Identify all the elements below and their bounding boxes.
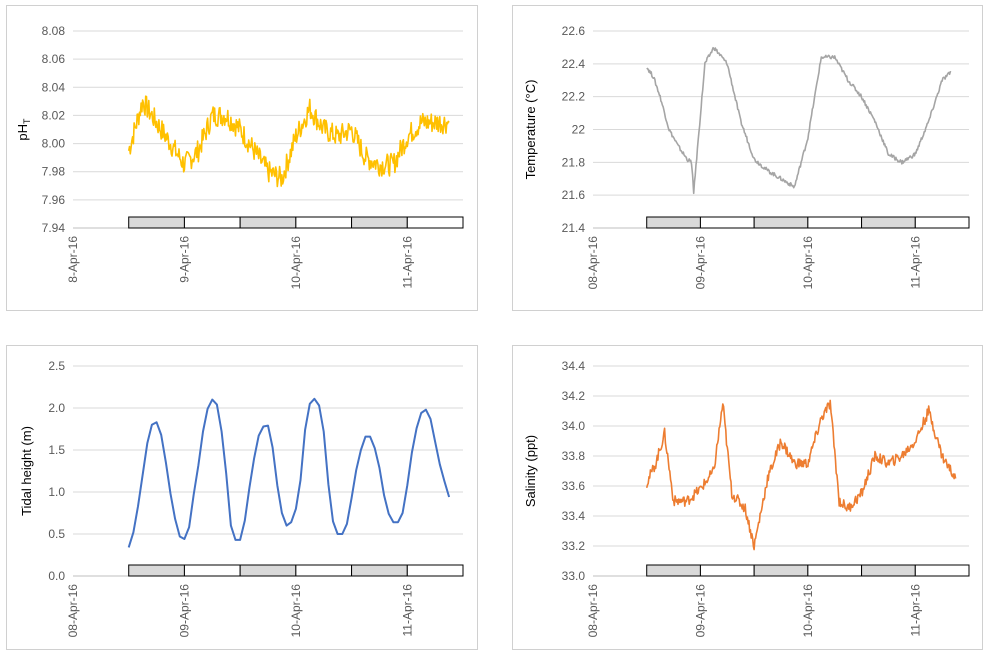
y-tick-label: 22.2: [562, 90, 586, 104]
daynight-bar-day: [406, 216, 464, 229]
x-tick-label: 10-Apr-16: [289, 236, 303, 290]
y-tick-label: 8.08: [42, 24, 66, 38]
y-tick-label: 21.8: [562, 155, 586, 169]
daynight-bar-day: [699, 564, 755, 577]
tidal-height-chart: 0.0 0.5 1.0 1.5 2.0 2.5 08-Apr-16 09-Apr-16 10-A…: [19, 359, 464, 638]
ph-chart: 7.94 7.96 7.98 8.00 8.02 8.04 8.06 8.08 8-Apr-16…: [15, 24, 464, 290]
y-tick-label: 33.2: [562, 539, 586, 553]
y-tick-label: 1.5: [48, 443, 65, 457]
x-tick-label: 10-Apr-16: [289, 584, 303, 638]
x-tick-label: 11-Apr-16: [908, 584, 922, 637]
y-tick-label: 7.98: [42, 165, 66, 179]
daynight-bar-night: [753, 216, 809, 229]
x-tick-label: 8-Apr-16: [66, 236, 80, 283]
daynight-bar-night: [351, 564, 408, 577]
x-tick-label: 09-Apr-16: [177, 584, 191, 638]
y-axis-label: pHT: [15, 118, 32, 141]
x-tick-label: 08-Apr-16: [586, 236, 600, 290]
y-tick-label: 0.5: [48, 527, 65, 541]
salinity-chart: 33.0 33.2 33.4 33.6 33.8 34.0 34.2 34.4 08-Apr-1…: [523, 359, 970, 638]
daynight-bar-night: [128, 216, 185, 229]
salinity-chart-panel: 33.0 33.2 33.4 33.6 33.8 34.0 34.2 34.4 08-Apr-1…: [512, 345, 983, 650]
y-tick-label: 22: [572, 123, 586, 137]
x-tick-label: 09-Apr-16: [693, 236, 707, 290]
x-tick-label: 09-Apr-16: [693, 584, 707, 638]
daynight-bar-night: [646, 216, 701, 229]
y-tick-label: 22.6: [562, 24, 586, 38]
y-tick-label: 34.4: [562, 359, 586, 373]
y-tick-label: 34.2: [562, 389, 586, 403]
daynight-bar-night: [128, 564, 185, 577]
y-tick-label: 0.0: [48, 569, 65, 583]
y-tick-label: 22.4: [562, 57, 586, 71]
y-axis-label: Salinity (ppt): [523, 435, 538, 507]
y-tick-label: 2.0: [48, 401, 65, 415]
daynight-bar-day: [183, 216, 241, 229]
daynight-bar-day: [183, 564, 241, 577]
x-tick-label: 08-Apr-16: [66, 584, 80, 638]
x-tick-label: 11-Apr-16: [400, 584, 414, 637]
x-tick-label: 08-Apr-16: [586, 584, 600, 638]
x-tick-label: 10-Apr-16: [801, 236, 815, 290]
y-tick-label: 33.0: [562, 569, 586, 583]
daynight-bar-night: [861, 564, 916, 577]
y-tick-label: 7.96: [42, 193, 66, 207]
series-line: [646, 46, 952, 195]
y-tick-label: 8.02: [42, 108, 66, 122]
daynight-bar-night: [239, 564, 297, 577]
daynight-bar-day: [914, 216, 970, 229]
series-line: [127, 95, 450, 188]
x-tick-label: 11-Apr-16: [908, 236, 922, 289]
daynight-bar-night: [239, 216, 297, 229]
y-axis-label: Temperature (°C): [523, 80, 538, 180]
y-tick-label: 33.4: [562, 509, 586, 523]
y-tick-label: 7.94: [42, 221, 66, 235]
temperature-chart: 21.4 21.6 21.8 22 22.2 22.4 22.6 08-Apr-16 09-Ap…: [523, 24, 970, 290]
x-tick-label: 11-Apr-16: [400, 236, 414, 289]
y-tick-label: 2.5: [48, 359, 65, 373]
series-line: [127, 397, 451, 548]
daynight-bar-day: [406, 564, 464, 577]
daynight-bar-night: [753, 564, 809, 577]
series-line: [645, 399, 957, 551]
y-tick-label: 34.0: [562, 419, 586, 433]
x-tick-label: 10-Apr-16: [801, 584, 815, 638]
tidal-height-chart-panel: 0.0 0.5 1.0 1.5 2.0 2.5 08-Apr-16 09-Apr-16 10-A…: [6, 345, 478, 650]
y-tick-label: 33.8: [562, 449, 586, 463]
daynight-bar-night: [861, 216, 916, 229]
y-tick-label: 8.00: [42, 137, 66, 151]
daynight-bar-night: [351, 216, 408, 229]
daynight-bar-day: [295, 564, 353, 577]
y-tick-label: 21.6: [562, 188, 586, 202]
y-tick-label: 33.6: [562, 479, 586, 493]
ph-chart-panel: 7.94 7.96 7.98 8.00 8.02 8.04 8.06 8.08 8-Apr-16…: [6, 5, 478, 311]
y-axis-label: Tidal height (m): [19, 426, 34, 516]
daynight-bar-day: [807, 564, 863, 577]
daynight-bar-day: [699, 216, 755, 229]
daynight-bar-day: [914, 564, 970, 577]
y-tick-label: 1.0: [48, 485, 65, 499]
y-tick-label: 8.06: [42, 52, 66, 66]
daynight-bar-night: [646, 564, 701, 577]
daynight-bar-day: [807, 216, 863, 229]
temperature-chart-panel: 21.4 21.6 21.8 22 22.2 22.4 22.6 08-Apr-16 09-Ap…: [512, 5, 983, 311]
y-tick-label: 8.04: [42, 80, 66, 94]
y-tick-label: 21.4: [562, 221, 586, 235]
x-tick-label: 9-Apr-16: [177, 236, 191, 283]
daynight-bar-day: [295, 216, 353, 229]
